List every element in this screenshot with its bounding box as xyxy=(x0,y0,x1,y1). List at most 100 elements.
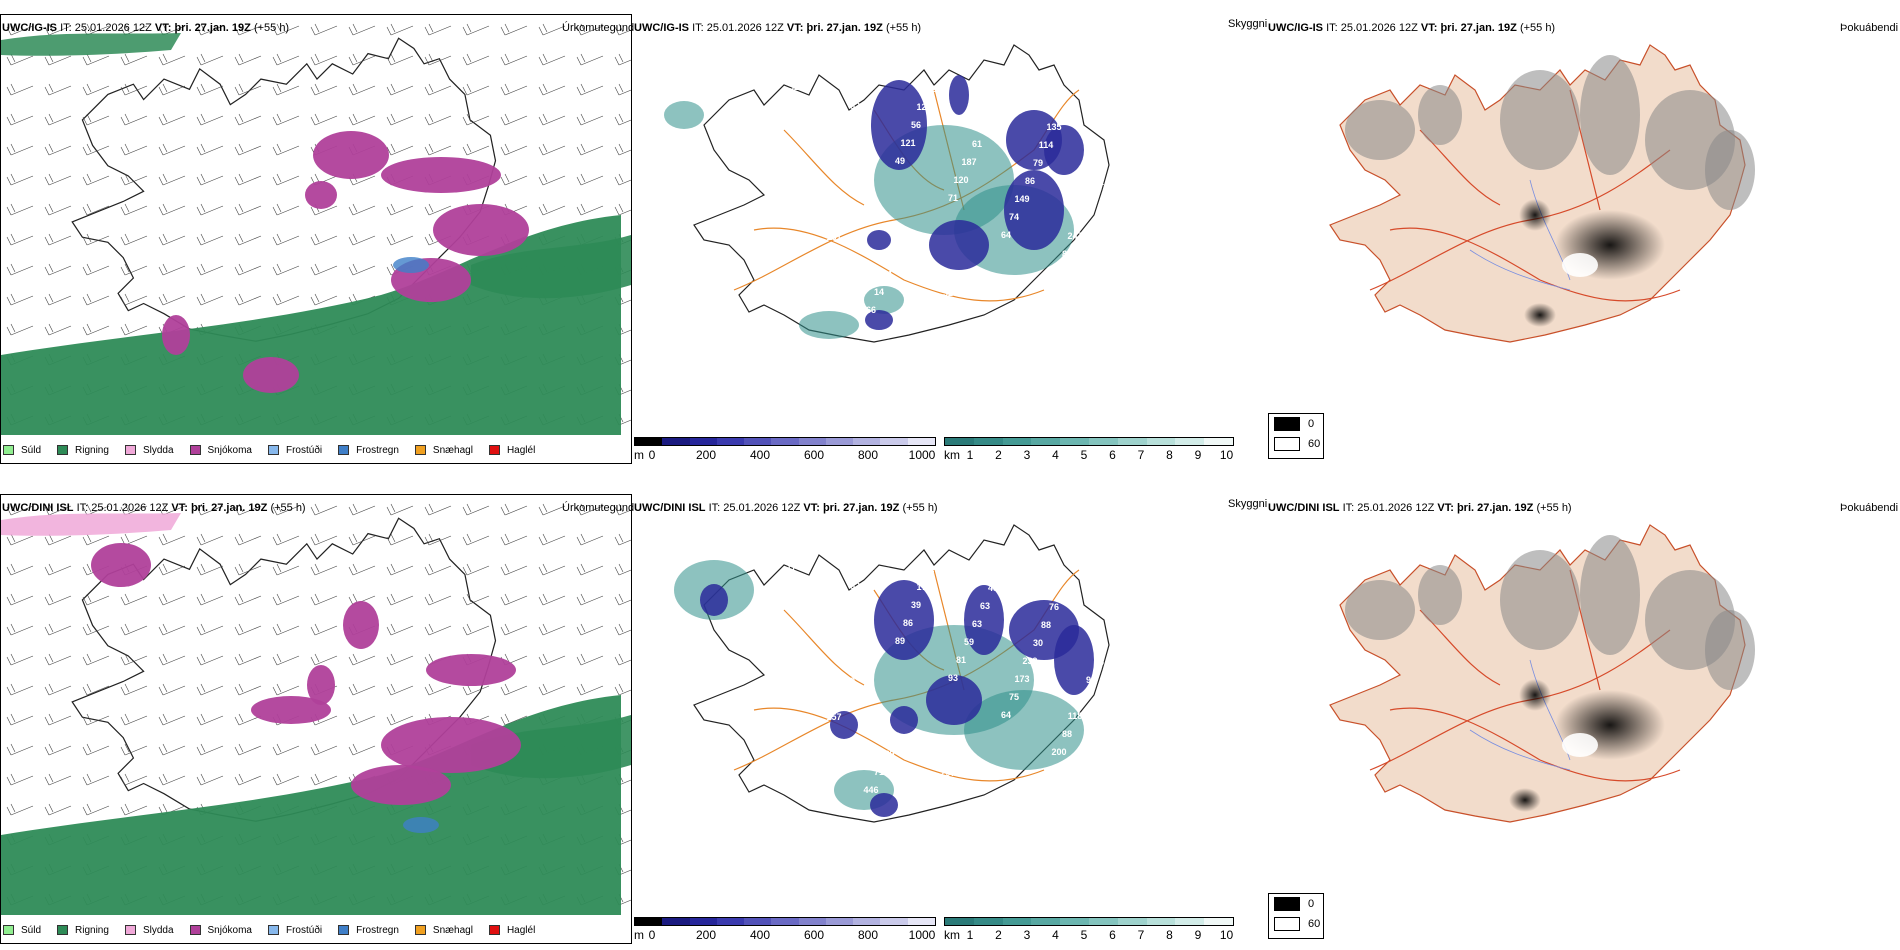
colorbar-tick: 2 xyxy=(995,448,1002,462)
colorbar-tick: 1 xyxy=(966,448,974,462)
colorbar-tick: 800 xyxy=(857,928,879,942)
it-label: IT: xyxy=(76,502,89,514)
colorbar-tick: 10 xyxy=(1219,928,1234,942)
visibility-map-2[interactable]: 170 95 89 93 64 200 139 52 86 81 75 88 93 90 39 59 173 11… xyxy=(634,510,1234,910)
precip-legend: Súld Rigning Slydda Snjókoma Frostúði Frostre… xyxy=(3,919,551,941)
legend-label: Súld xyxy=(21,444,42,456)
model-name: UWC/DINI ISL xyxy=(1268,502,1340,514)
precip-map-svg xyxy=(1,23,642,435)
visibility-value-label: 95 xyxy=(842,599,852,609)
visibility-value-label: 79 xyxy=(1033,158,1043,168)
it-value: 25.01.2026 12Z xyxy=(74,22,152,34)
visibility-value-label: 39 xyxy=(911,600,921,610)
legend-label: Frostúði xyxy=(285,924,323,936)
legend-swatch xyxy=(488,925,500,935)
visibility-value-label: 446 xyxy=(863,785,878,795)
it-value: 25.01.2026 12Z xyxy=(1357,502,1435,514)
precip-type-map-2[interactable]: Súld Rigning Slydda Snjókoma Frostúði Frostre… xyxy=(0,494,642,944)
fog-title-2: Þokuábendi xyxy=(1840,502,1899,514)
visibility-map-svg: 3268497164536152121120748612081561871492… xyxy=(664,44,1110,343)
fog-map-2[interactable] xyxy=(1270,510,1870,910)
it-label: IT: xyxy=(60,22,72,34)
legend-label: Slydda xyxy=(142,924,174,936)
visibility-value-label: 74 xyxy=(1086,195,1096,205)
visibility-value-label: 61 xyxy=(797,304,807,314)
colorbar-tick: 5 xyxy=(1080,448,1088,462)
visibility-value-label: 66 xyxy=(866,305,876,315)
visibility-value-label: 139 xyxy=(794,784,809,794)
precip-title-1: Úrkomutegund xyxy=(562,22,635,34)
legend-swatch xyxy=(189,925,201,935)
fog-header-1: UWC/IG-IS IT: 25.01.2026 12Z VT: þri. 27… xyxy=(1268,22,1555,34)
colorbar-unit: m xyxy=(634,928,644,942)
visibility-value-label: 86 xyxy=(1025,176,1035,186)
visibility-value-label: 63 xyxy=(821,730,831,740)
it-value: 25.01.2026 12Z xyxy=(723,502,801,514)
visibility-value-label: 14 xyxy=(874,287,884,297)
visibility-value-label: 76 xyxy=(1049,602,1059,612)
vt-value: þri. 27.jan. 19Z xyxy=(1440,22,1517,34)
height-colorbar-1: m 0 200 400 600 800 1000 xyxy=(634,437,936,463)
legend-label: Snæhagl xyxy=(432,924,473,936)
model-name: UWC/DINI ISL xyxy=(634,502,706,514)
ceiling-colorbar-2: km 1 2 3 4 5 6 7 8 9 10 xyxy=(944,917,1234,943)
legend-swatch xyxy=(57,925,69,935)
legend-label: Súld xyxy=(21,924,42,936)
visibility-value-label: 189 xyxy=(879,749,894,759)
visibility-value-label: 300 xyxy=(993,565,1008,575)
vt-value: þri. 27.jan. 19Z xyxy=(190,502,268,514)
colorbar-strip xyxy=(944,437,1234,446)
visibility-value-label: 49 xyxy=(895,156,905,166)
visibility-value-label: 29 xyxy=(792,639,802,649)
visibility-value-label: 92 xyxy=(1094,177,1104,187)
fog-map-1[interactable] xyxy=(1270,30,1870,430)
cloud-legend-1: 0 60 xyxy=(1268,413,1324,459)
legend-item: Frostúði xyxy=(267,445,322,456)
vt-value: þri. 27.jan. 19Z xyxy=(806,22,883,34)
vt-label: VT: xyxy=(1437,502,1454,514)
cloud-legend-item: 60 xyxy=(1269,434,1323,454)
colorbar-tick: 200 xyxy=(695,928,717,942)
colorbar-tick: 6 xyxy=(1109,928,1116,942)
lead-time: (+55 h) xyxy=(1519,22,1556,34)
vt-label: VT: xyxy=(803,502,820,514)
visibility-map-1[interactable]: 32 68 49 71 64 53 61 52 121 120 74 86 120 81 56 187 149 2… xyxy=(634,30,1234,430)
colorbar-tick: 7 xyxy=(1137,928,1145,942)
legend-label: Rigning xyxy=(75,924,109,936)
visibility-value-label: 63 xyxy=(972,619,982,629)
visibility-value-label: 149 xyxy=(1014,194,1029,204)
colorbar-unit: km xyxy=(944,448,960,462)
colorbar-tick: 200 xyxy=(695,448,717,462)
precip-type-map-1[interactable]: Súld Rigning Slydda Snjókoma Frostúði Frostre… xyxy=(0,14,642,464)
visibility-value-label: 30 xyxy=(1033,638,1043,648)
colorbar-tick: 0 xyxy=(648,448,656,462)
legend-label: Snæhagl xyxy=(432,444,473,456)
legend-item: Haglél xyxy=(488,445,535,456)
visibility-value-label: 114 xyxy=(1039,140,1054,150)
it-label: IT: xyxy=(708,502,721,514)
vis-title-1: Skyggni xyxy=(1228,18,1268,30)
visibility-value-label: 59 xyxy=(964,637,974,647)
visibility-value-label: 71 xyxy=(874,767,884,777)
vis-header-2: UWC/DINI ISL IT: 25.01.2026 12Z VT: þri.… xyxy=(634,502,938,514)
colorbar-strip xyxy=(634,917,936,926)
visibility-value-label: 173 xyxy=(916,582,931,592)
cloud-legend-swatch xyxy=(1274,897,1300,911)
visibility-value-label: 93 xyxy=(805,766,815,776)
visibility-value-label: 200 xyxy=(1051,747,1066,757)
visibility-value-label: 116 xyxy=(925,564,940,574)
colorbar-tick: 800 xyxy=(857,448,879,462)
legend-swatch xyxy=(189,445,201,455)
visibility-value-label: 64 xyxy=(1001,230,1011,240)
legend-swatch xyxy=(267,925,279,935)
visibility-value-label: 93 xyxy=(948,673,958,683)
visibility-value-label: 81 xyxy=(858,83,868,93)
legend-item: Súld xyxy=(3,445,41,456)
visibility-value-label: 61 xyxy=(972,139,982,149)
model-name: UWC/IG-IS xyxy=(634,22,689,34)
vt-value: þri. 27.jan. 19Z xyxy=(1456,502,1534,514)
colorbar-tick: 4 xyxy=(1052,448,1059,462)
legend-swatch xyxy=(3,445,14,455)
vt-value: þri. 27.jan. 19Z xyxy=(822,502,900,514)
colorbar-tick: 4 xyxy=(1052,928,1059,942)
